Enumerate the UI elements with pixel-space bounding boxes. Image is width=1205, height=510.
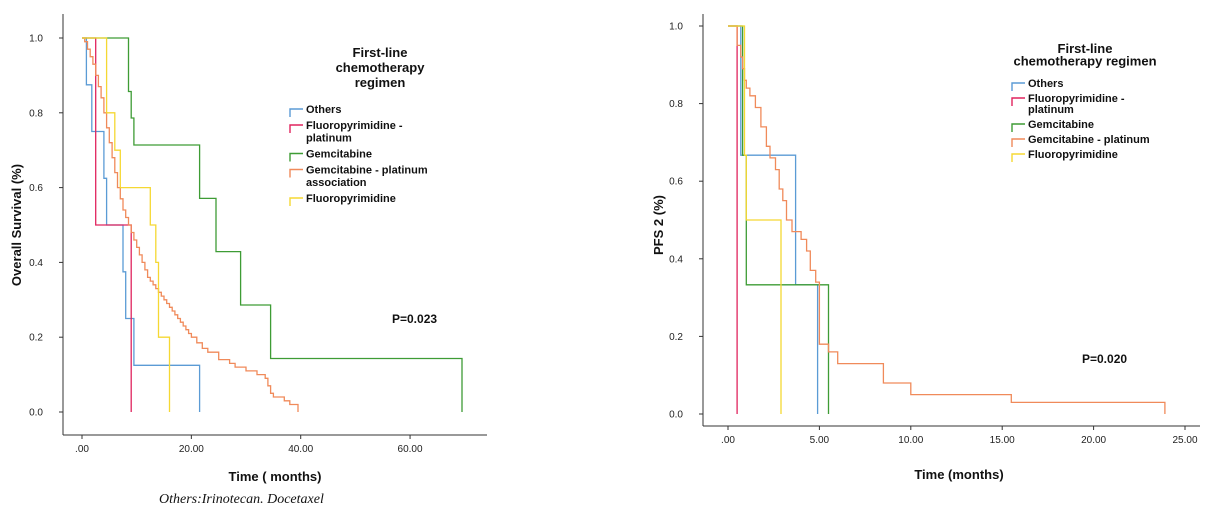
y-tick-label: 0.6 bbox=[669, 177, 683, 188]
legend-label: Gemcitabine bbox=[1028, 119, 1094, 131]
y-tick-label: 0.0 bbox=[669, 410, 683, 421]
legend-label: Gemcitabine - platinum bbox=[306, 165, 428, 177]
overall-survival-chart: 0.0 0.2 0.4 0.6 0.8 1.0 .00 20.00 40.00 60.00 Ove… bbox=[9, 14, 487, 484]
legend-title: regimen bbox=[355, 75, 406, 90]
legend-swatch bbox=[1011, 123, 1025, 132]
y-axis-title: PFS 2 (%) bbox=[651, 195, 666, 255]
series-curve bbox=[82, 37, 463, 412]
y-tick-label: 0.8 bbox=[29, 108, 43, 119]
x-tick-label: 5.00 bbox=[810, 435, 830, 446]
legend-label: Gemcitabine bbox=[306, 149, 372, 161]
x-tick-label: .00 bbox=[75, 444, 89, 455]
legend-swatch bbox=[289, 168, 303, 178]
legend-swatch bbox=[289, 124, 303, 133]
series-curve bbox=[728, 25, 782, 414]
x-tick-label: 25.00 bbox=[1172, 435, 1197, 446]
series-curve bbox=[82, 37, 171, 412]
p-value-annotation: P=0.023 bbox=[392, 312, 437, 326]
x-tick-label: 20.00 bbox=[1081, 435, 1106, 446]
y-tick-label: 0.4 bbox=[29, 258, 43, 269]
pfs-curves bbox=[728, 25, 1166, 414]
y-tick-label: 1.0 bbox=[29, 34, 43, 45]
y-tick-label: 0.2 bbox=[669, 332, 683, 343]
y-tick-label: 0.6 bbox=[29, 183, 43, 194]
legend-title: chemotherapy regimen bbox=[1013, 54, 1156, 69]
legend-label: platinum bbox=[1028, 104, 1074, 116]
x-tick-label: 20.00 bbox=[179, 444, 204, 455]
y-tick-label: 0.0 bbox=[29, 408, 43, 419]
legend-title: First-line bbox=[1058, 41, 1113, 56]
legend-swatch bbox=[289, 197, 303, 206]
legend-label: association bbox=[306, 177, 367, 189]
legend-label: Fluoropyrimidine bbox=[1028, 149, 1118, 161]
survival-curves bbox=[82, 37, 463, 412]
legend-title: First-line bbox=[353, 45, 408, 60]
x-tick-label: 60.00 bbox=[398, 444, 423, 455]
legend-swatch bbox=[289, 152, 303, 162]
p-value-annotation: P=0.020 bbox=[1082, 352, 1127, 366]
x-tick-label: .00 bbox=[721, 435, 735, 446]
y-axis-title: Overall Survival (%) bbox=[9, 164, 24, 286]
series-curve bbox=[728, 25, 1166, 414]
x-tick-label: 10.00 bbox=[898, 435, 923, 446]
legend-label: Others bbox=[306, 104, 341, 116]
axis-ticks: 0.0 0.2 0.4 0.6 0.8 1.0 .00 5.00 10.00 15.00 20.00… bbox=[669, 22, 1198, 447]
legend-swatch bbox=[1011, 153, 1025, 162]
x-axis-title: Time ( months) bbox=[229, 469, 322, 484]
x-axis-title: Time (months) bbox=[914, 467, 1003, 482]
y-tick-label: 0.4 bbox=[669, 254, 683, 265]
legend-label: Others bbox=[1028, 78, 1063, 90]
legend-label: Fluoropyrimidine bbox=[306, 193, 396, 205]
legend-label: platinum bbox=[306, 133, 352, 145]
legend-swatch bbox=[289, 108, 303, 117]
legend-swatch bbox=[1011, 138, 1025, 147]
legend-label: Gemcitabine - platinum bbox=[1028, 134, 1150, 146]
y-tick-label: 0.8 bbox=[669, 99, 683, 110]
legend-title: chemotherapy bbox=[336, 60, 426, 75]
legend-swatch bbox=[1011, 97, 1025, 106]
x-tick-label: 15.00 bbox=[990, 435, 1015, 446]
x-tick-label: 40.00 bbox=[288, 444, 313, 455]
legend-label: Fluoropyrimidine - bbox=[306, 120, 403, 132]
y-tick-label: 1.0 bbox=[669, 22, 683, 33]
figure-caption: Others:Irinotecan. Docetaxel bbox=[159, 492, 324, 507]
axis-ticks: 0.0 0.2 0.4 0.6 0.8 1.0 .00 20.00 40.00 60.00 bbox=[29, 34, 423, 456]
series-curve bbox=[728, 25, 738, 414]
y-tick-label: 0.2 bbox=[29, 333, 43, 344]
pfs2-chart: 0.0 0.2 0.4 0.6 0.8 1.0 .00 5.00 10.00 15.00 20.00… bbox=[651, 14, 1200, 482]
legend-swatch bbox=[1011, 82, 1025, 91]
legend-label: Fluoropyrimidine - bbox=[1028, 93, 1125, 105]
